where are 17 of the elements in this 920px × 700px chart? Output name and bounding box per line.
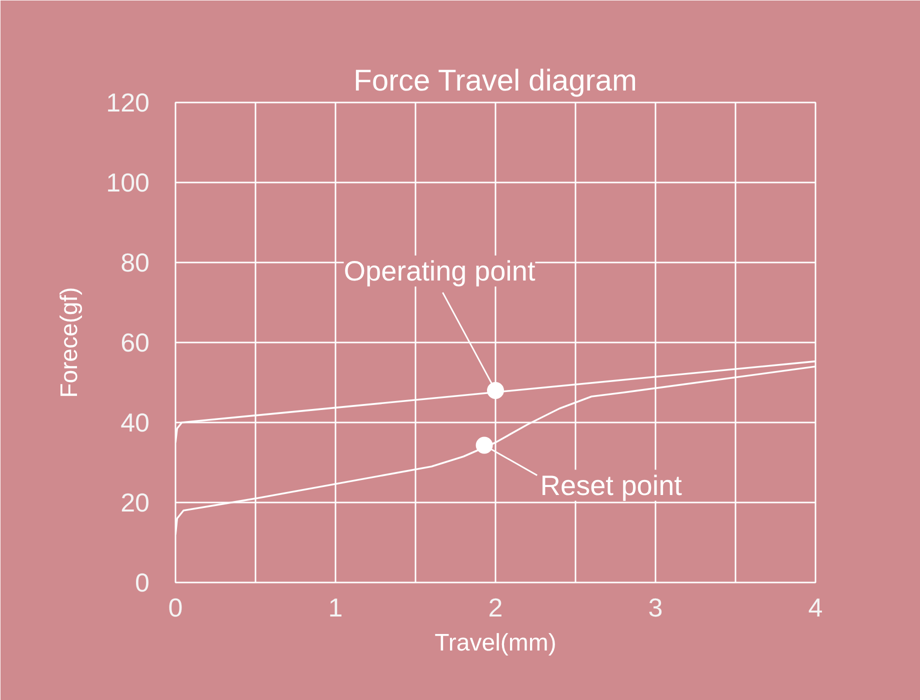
y-tick-label: 40 bbox=[120, 408, 150, 438]
y-tick-label: 80 bbox=[120, 248, 150, 278]
annotation: Operating point bbox=[344, 256, 536, 286]
x-tick-label: 4 bbox=[808, 592, 823, 622]
y-tick-label: 20 bbox=[120, 488, 150, 518]
y-tick-label: 120 bbox=[106, 88, 150, 118]
y-tick-label: 100 bbox=[106, 168, 150, 198]
x-axis-title: Travel(mm) bbox=[434, 630, 556, 656]
x-tick-label: 3 bbox=[648, 592, 663, 622]
annotation: Reset point bbox=[540, 470, 682, 501]
y-tick-label: 0 bbox=[135, 568, 150, 598]
y-axis-title: Forece(gf) bbox=[56, 287, 84, 398]
y-tick-label: 60 bbox=[120, 328, 150, 358]
x-tick-label: 1 bbox=[328, 592, 343, 622]
x-tick-label: 0 bbox=[168, 592, 183, 622]
x-tick-label: 2 bbox=[488, 592, 503, 622]
chart-title: Force Travel diagram bbox=[354, 64, 637, 98]
